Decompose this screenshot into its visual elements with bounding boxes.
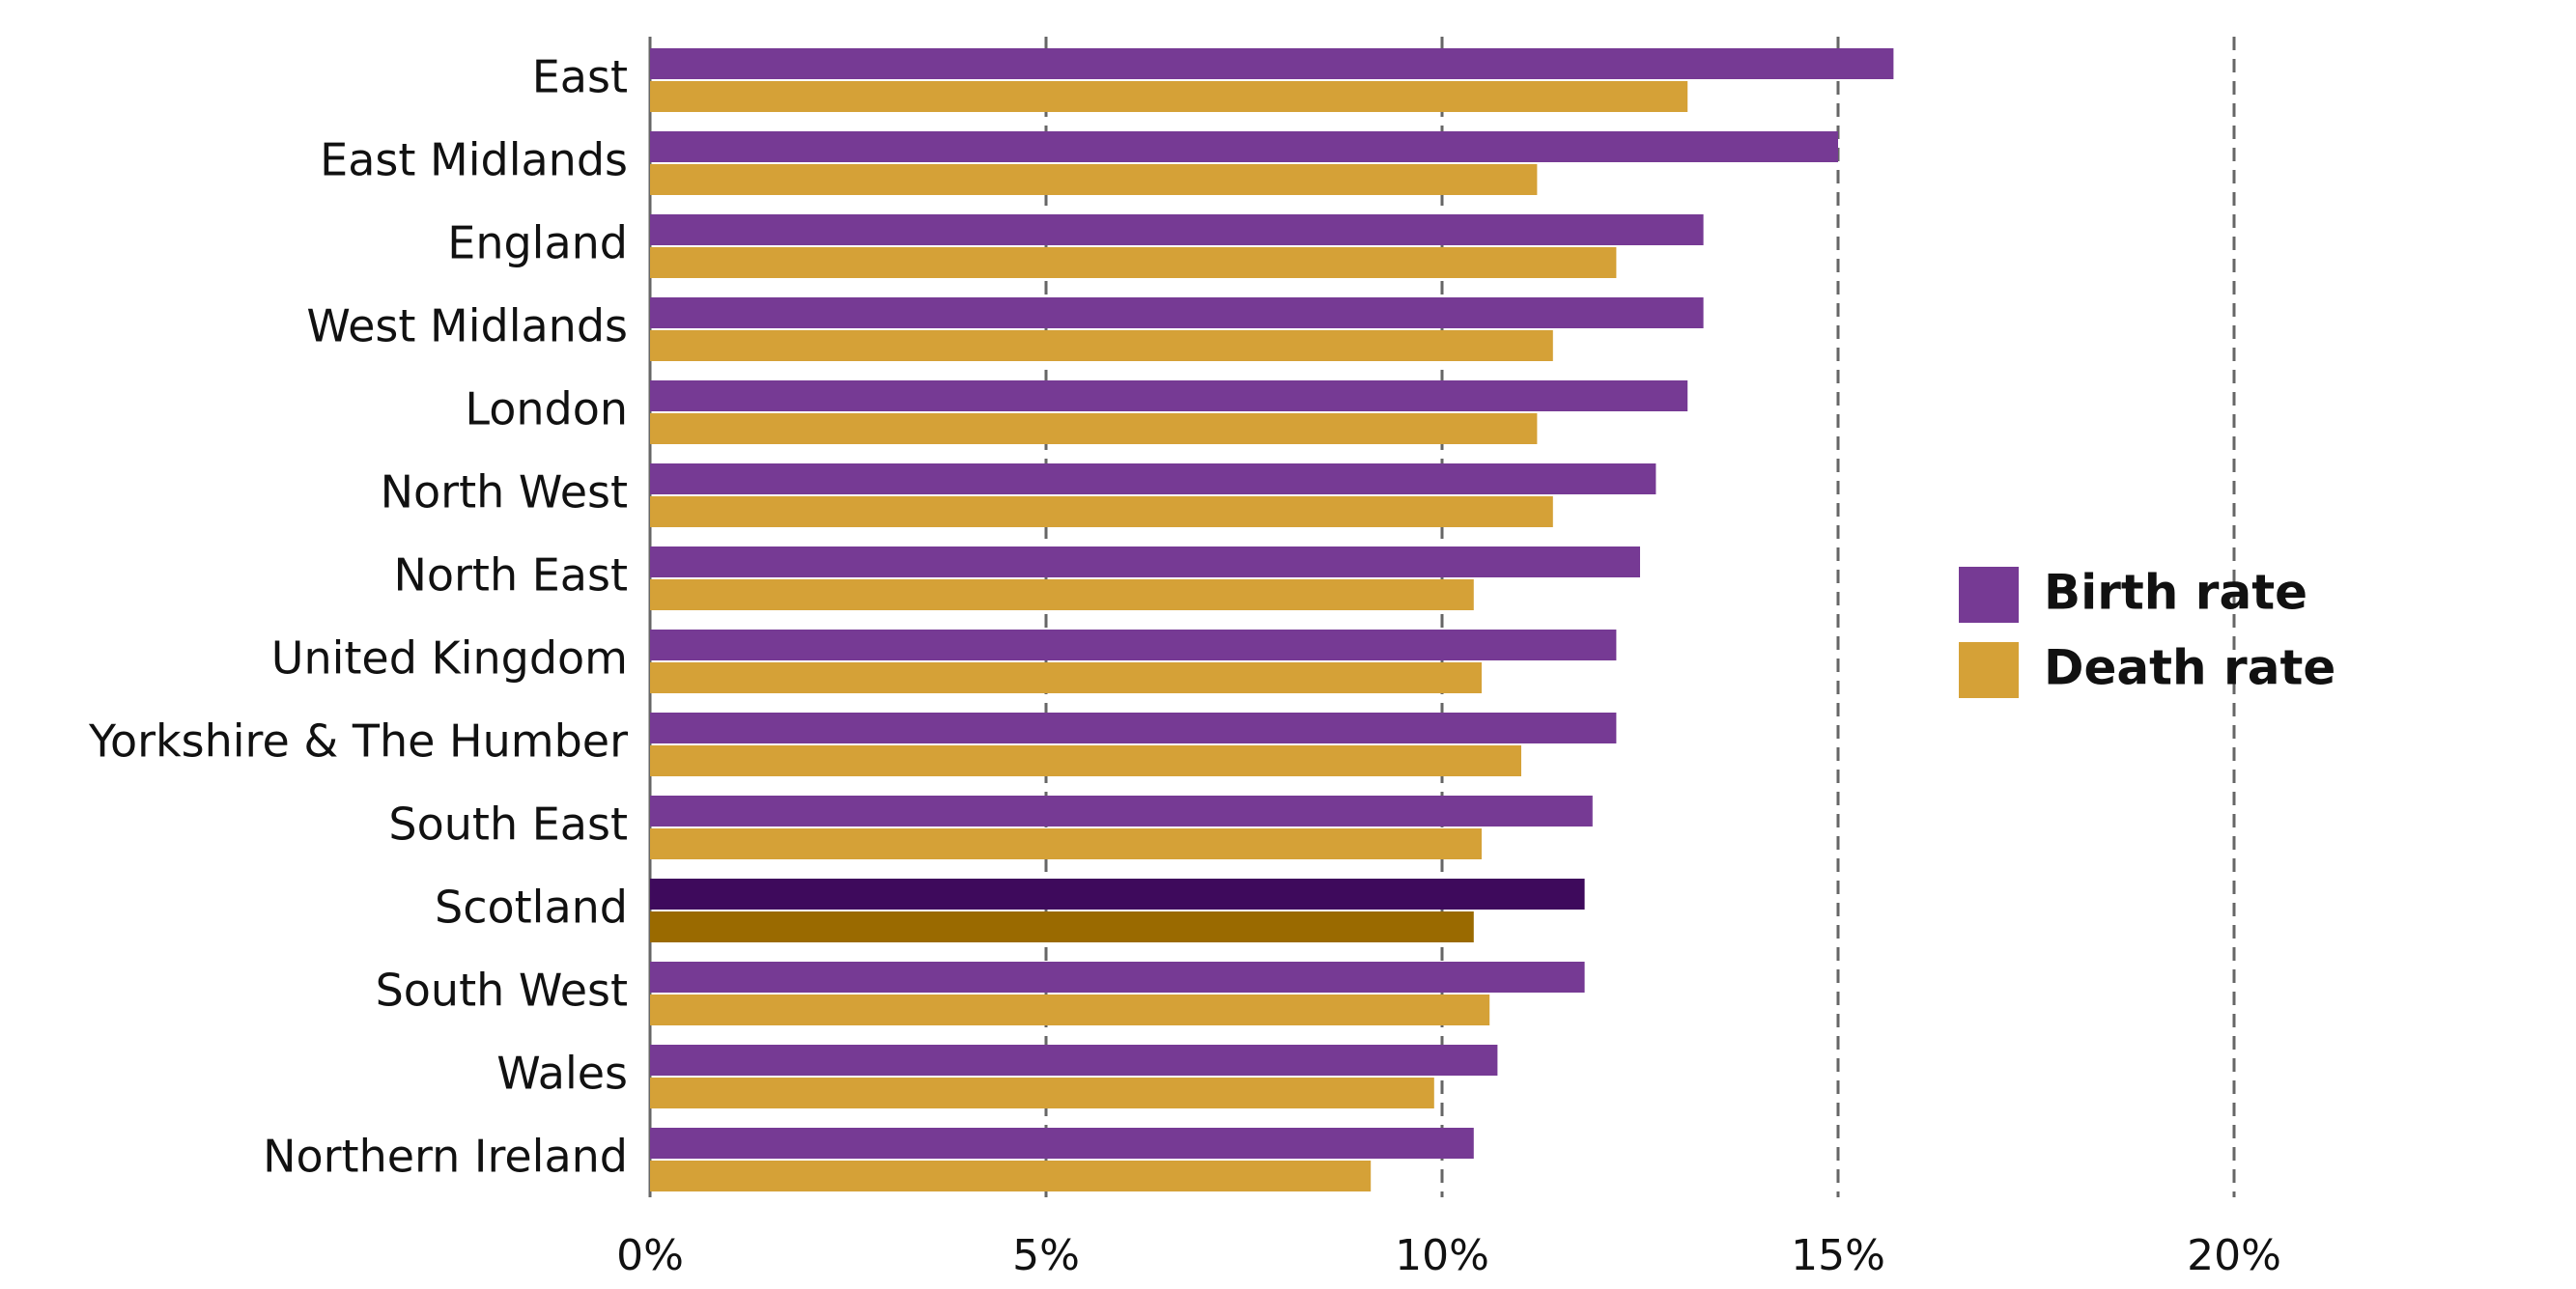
- y-tick-label: North East: [393, 549, 628, 602]
- y-tick-label: England: [447, 217, 628, 269]
- bar: [650, 879, 1585, 910]
- y-tick-label: South East: [388, 799, 628, 851]
- bar: [650, 164, 1538, 195]
- y-tick-label: East Midlands: [320, 134, 628, 186]
- legend-label: Birth rate: [2044, 565, 2307, 621]
- y-tick-label: North West: [381, 466, 628, 518]
- bar: [650, 713, 1617, 743]
- bar: [650, 214, 1704, 245]
- bar: [650, 131, 1838, 162]
- bar: [650, 297, 1704, 328]
- x-tick-label: 5%: [1012, 1231, 1080, 1280]
- bar: [650, 662, 1482, 693]
- bar: [650, 911, 1474, 942]
- bar: [650, 1161, 1372, 1191]
- bar: [650, 463, 1656, 494]
- bar: [650, 496, 1553, 527]
- bar: [650, 995, 1490, 1025]
- bar: [650, 579, 1474, 610]
- bar: [650, 247, 1617, 278]
- y-tick-label: Yorkshire & The Humber: [88, 715, 628, 768]
- bar: [650, 546, 1640, 577]
- bar: [650, 962, 1585, 993]
- bar: [650, 1128, 1474, 1159]
- bar: [650, 48, 1894, 79]
- legend-swatch: [1959, 642, 2019, 698]
- bar: [650, 745, 1521, 776]
- bar: [650, 828, 1482, 859]
- x-tick-label: 15%: [1791, 1231, 1885, 1280]
- bar: [650, 1078, 1434, 1108]
- bar: [650, 796, 1593, 827]
- y-tick-label: United Kingdom: [271, 632, 628, 685]
- y-tick-label: East: [532, 51, 628, 103]
- legend-label: Death rate: [2044, 640, 2335, 696]
- y-tick-label: South West: [376, 965, 628, 1017]
- x-tick-label: 0%: [616, 1231, 684, 1280]
- y-tick-label: Northern Ireland: [263, 1131, 628, 1183]
- y-tick-label: Scotland: [435, 882, 628, 934]
- bar: [650, 413, 1538, 444]
- bar: [650, 1045, 1498, 1076]
- legend-swatch: [1959, 567, 2019, 623]
- y-tick-label: Wales: [496, 1048, 628, 1100]
- bar: [650, 330, 1553, 361]
- bar: [650, 630, 1617, 660]
- bar: [650, 380, 1688, 411]
- x-tick-label: 10%: [1395, 1231, 1489, 1280]
- bar: [650, 81, 1688, 112]
- y-tick-label: London: [465, 383, 628, 435]
- x-tick-label: 20%: [2187, 1231, 2281, 1280]
- y-tick-label: West Midlands: [306, 300, 628, 352]
